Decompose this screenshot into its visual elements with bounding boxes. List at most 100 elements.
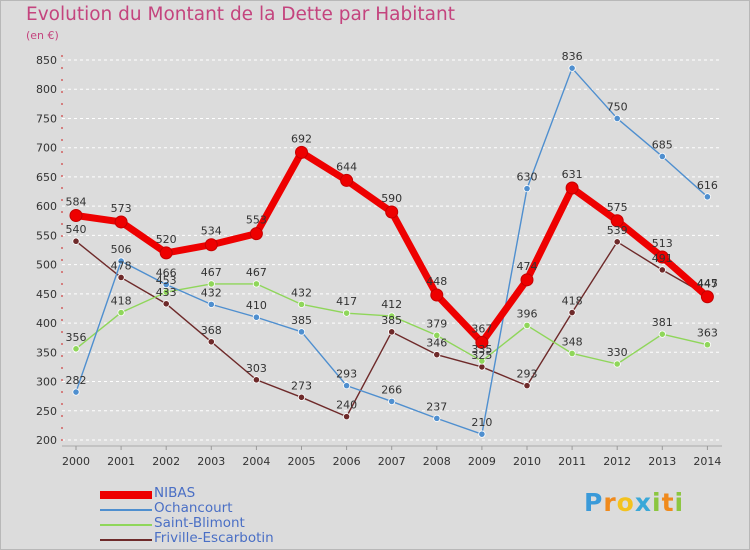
data-label-1-6: 293	[336, 368, 357, 381]
data-point-0-11	[565, 181, 579, 195]
x-tick-label-2012: 2012	[603, 455, 631, 468]
data-point-2-4	[252, 280, 260, 288]
data-label-2-0: 356	[66, 331, 87, 344]
data-point-1-6	[342, 382, 351, 390]
x-tick-label-2008: 2008	[423, 455, 451, 468]
data-label-0-14: 445	[697, 277, 718, 290]
data-label-3-2: 433	[156, 286, 177, 299]
x-tick-label-2013: 2013	[648, 455, 676, 468]
x-tick-label-2011: 2011	[558, 455, 586, 468]
data-point-1-9	[478, 430, 486, 438]
data-label-1-0: 282	[66, 374, 87, 387]
y-tick-label-800: 800	[36, 83, 57, 96]
y-tick-label-700: 700	[36, 142, 57, 155]
chart-unit-label: (en €)	[26, 29, 59, 42]
x-tick-label-2002: 2002	[152, 455, 180, 468]
grid-lines	[62, 59, 722, 441]
data-label-1-8: 237	[426, 400, 447, 413]
data-label-1-10: 630	[517, 171, 538, 184]
data-label-0-12: 575	[607, 201, 628, 214]
data-label-1-1: 506	[111, 243, 132, 256]
data-point-0-7	[385, 205, 399, 219]
legend-label-1: Ochancourt	[154, 500, 233, 516]
data-point-1-8	[433, 414, 441, 422]
data-label-0-4: 553	[246, 214, 267, 227]
data-point-3-10	[523, 382, 531, 390]
data-label-2-10: 396	[517, 307, 538, 320]
data-point-3-0	[72, 237, 80, 245]
data-point-1-5	[297, 328, 306, 336]
axes: 200 250 300 350 400 450 500 550 600 650 700 750 800 8…	[36, 54, 722, 468]
data-point-2-8	[433, 331, 441, 339]
data-label-3-4: 303	[246, 362, 267, 375]
data-label-0-2: 520	[156, 233, 177, 246]
data-label-0-10: 474	[517, 260, 538, 273]
y-tick-label-750: 750	[36, 112, 57, 125]
data-label-2-3: 467	[201, 266, 222, 279]
data-point-2-7	[388, 312, 396, 320]
data-label-0-6: 644	[336, 160, 357, 173]
data-point-3-5	[297, 393, 306, 401]
x-tick-label-2001: 2001	[107, 455, 135, 468]
data-point-3-12	[613, 238, 621, 246]
data-label-2-14: 363	[697, 327, 718, 340]
data-label-0-5: 692	[291, 132, 312, 145]
data-point-2-14	[703, 341, 712, 349]
data-label-0-11: 631	[562, 168, 583, 181]
data-label-2-6: 417	[336, 295, 357, 308]
logo-letter: t	[661, 488, 675, 517]
data-point-2-3	[207, 280, 215, 288]
data-label-2-11: 348	[562, 335, 583, 348]
data-label-2-12: 330	[607, 346, 628, 359]
data-point-1-1	[117, 257, 125, 265]
data-point-1-0	[72, 388, 80, 396]
data-point-3-8	[433, 351, 441, 359]
legend-swatch-3	[100, 539, 152, 541]
data-label-1-9: 210	[471, 416, 492, 429]
data-label-3-1: 478	[111, 259, 132, 272]
data-label-3-5: 273	[291, 379, 312, 392]
data-label-1-4: 410	[246, 299, 267, 312]
data-label-3-14: 447	[697, 278, 718, 291]
data-label-0-8: 448	[426, 275, 447, 288]
x-tick-label-2003: 2003	[197, 455, 225, 468]
y-tick-label-300: 300	[36, 376, 57, 389]
data-label-2-9: 335	[471, 343, 492, 356]
y-tick-label-450: 450	[36, 288, 57, 301]
legend-swatch-1	[100, 509, 152, 511]
data-point-1-14	[703, 193, 712, 201]
data-label-0-13: 513	[652, 237, 673, 250]
data-label-1-5: 385	[291, 314, 312, 327]
data-label-2-5: 432	[291, 286, 312, 299]
data-point-2-1	[117, 308, 125, 317]
legend-label-2: Saint-Blimont	[154, 515, 245, 531]
data-point-3-2	[162, 300, 170, 308]
data-point-0-2	[159, 246, 173, 260]
data-label-1-2: 466	[156, 266, 177, 279]
data-label-2-7: 412	[381, 298, 402, 311]
data-point-3-11	[568, 308, 576, 317]
data-label-3-0: 540	[66, 223, 87, 236]
x-tick-label-2010: 2010	[513, 455, 541, 468]
x-tick-label-2009: 2009	[468, 455, 496, 468]
x-tick-label-2014: 2014	[693, 455, 721, 468]
x-tick-label-2000: 2000	[62, 455, 90, 468]
data-point-2-13	[658, 330, 666, 338]
logo-letter: i	[674, 488, 685, 517]
data-label-1-13: 685	[652, 138, 673, 151]
data-point-3-9	[478, 363, 486, 371]
data-point-3-6	[342, 413, 351, 421]
data-point-1-7	[388, 397, 396, 406]
x-tick-label-2004: 2004	[242, 455, 270, 468]
data-point-2-12	[613, 360, 621, 368]
data-label-3-6: 240	[336, 399, 357, 412]
data-point-0-5	[295, 145, 308, 159]
legend-label-3: Friville-Escarbotin	[154, 530, 274, 546]
data-label-3-12: 539	[607, 224, 628, 237]
data-label-3-7: 385	[381, 314, 402, 327]
proxiti-logo: Proxiti	[584, 488, 684, 517]
x-tick-label-2006: 2006	[333, 455, 361, 468]
data-label-2-8: 379	[426, 317, 447, 330]
data-label-3-8: 346	[426, 337, 447, 350]
data-point-3-1	[117, 273, 125, 282]
